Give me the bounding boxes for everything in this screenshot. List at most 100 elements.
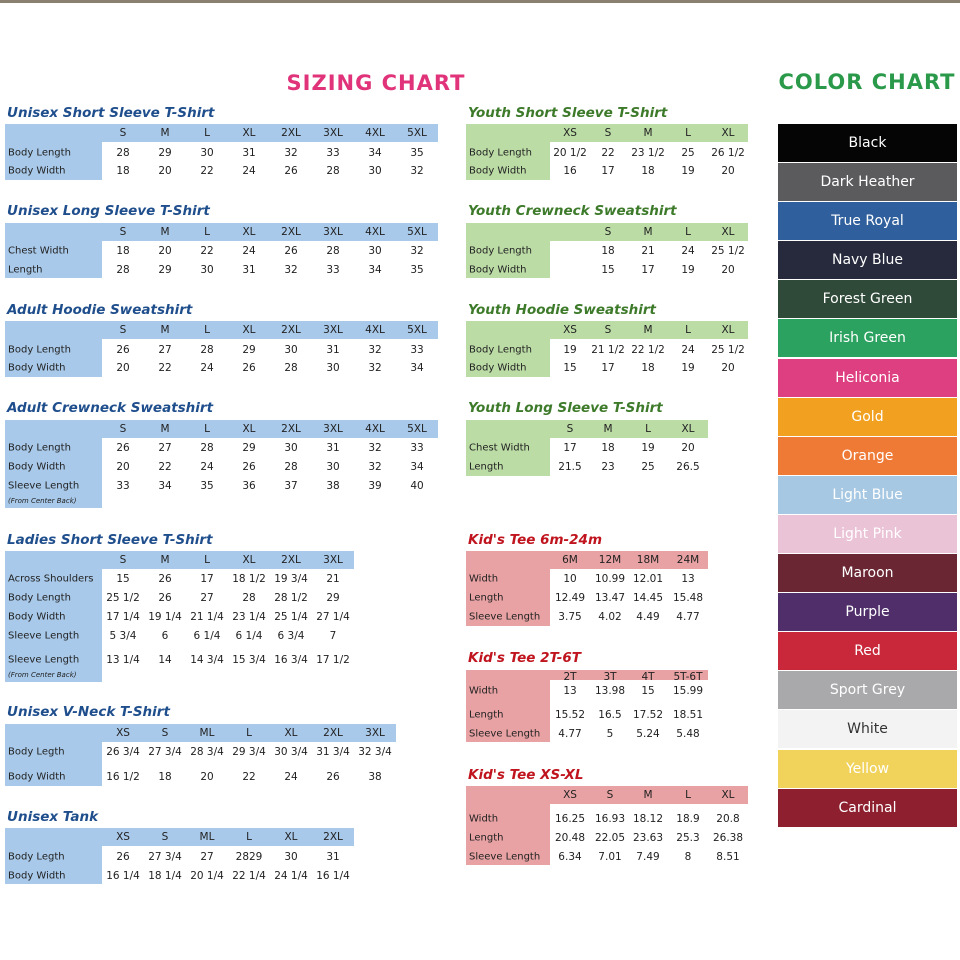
size-value: 27 1/4 <box>316 611 350 623</box>
size-header: L <box>645 423 651 435</box>
size-value: 17 1/4 <box>106 611 140 623</box>
size-header: XL <box>242 423 256 435</box>
size-value: 28 <box>242 592 256 604</box>
table-title: Ladies Short Sleeve T-Shirt <box>7 532 213 548</box>
size-value: 28 <box>326 165 340 177</box>
size-value: 4.77 <box>676 611 700 623</box>
size-value: 34 <box>410 461 424 473</box>
size-value: 21.5 <box>558 461 582 473</box>
size-value: 3.75 <box>558 611 582 623</box>
size-header: 2T <box>563 671 577 683</box>
size-value: 16 1/2 <box>106 771 140 783</box>
size-header: 4XL <box>365 226 385 238</box>
size-value: 18 <box>116 245 130 257</box>
size-value: 14 3/4 <box>190 654 224 666</box>
size-value: 26 <box>116 344 130 356</box>
size-value: 34 <box>158 480 172 492</box>
table-title: Kid's Tee XS-XL <box>468 767 584 783</box>
size-header: L <box>246 831 252 843</box>
size-value: 26 <box>116 851 130 863</box>
size-value: 26 <box>158 592 172 604</box>
size-header: XL <box>681 423 695 435</box>
size-value: 31 <box>242 264 256 276</box>
table-title: Kid's Tee 6m-24m <box>468 532 603 548</box>
size-header: 4T <box>641 671 655 683</box>
size-value: 26 <box>116 442 130 454</box>
size-header: S <box>119 554 127 566</box>
size-value: 23 1/4 <box>232 611 266 623</box>
size-value: 14.45 <box>632 592 664 604</box>
sizing-chart-title: SIZING CHART <box>286 71 466 95</box>
size-header: 5T-6T <box>673 671 703 683</box>
size-header: 3XL <box>365 727 385 739</box>
color-swatch: Black <box>778 124 957 162</box>
row-label: Sleeve Length <box>469 851 541 863</box>
size-value: 24 <box>284 771 298 783</box>
row-label: Width <box>469 573 499 585</box>
table-title: Kid's Tee 2T-6T <box>468 650 581 666</box>
size-value: 4.77 <box>558 728 582 740</box>
size-value: 10.99 <box>594 573 626 585</box>
row-label: Chest Width <box>469 442 530 454</box>
row-label: Sleeve Length <box>8 654 80 666</box>
row-label: Body Length <box>469 245 532 257</box>
size-header: S <box>119 127 127 139</box>
size-header: 18M <box>636 554 660 566</box>
size-value: 8.51 <box>716 851 740 863</box>
size-value: 21 <box>326 573 340 585</box>
size-value: 20 <box>721 264 735 276</box>
size-value: 21 1/4 <box>190 611 224 623</box>
size-header: S <box>119 324 127 336</box>
size-value: 24 <box>242 245 256 257</box>
size-value: 34 <box>368 264 382 276</box>
row-label: Body Width <box>8 611 66 623</box>
size-value: 33 <box>326 147 340 159</box>
size-value: 28 <box>200 344 214 356</box>
size-value: 28 1/2 <box>274 592 308 604</box>
size-value: 31 <box>326 851 340 863</box>
size-value: 33 <box>410 442 424 454</box>
size-header: L <box>204 127 210 139</box>
size-value: 26 1/2 <box>711 147 745 159</box>
size-header: 3XL <box>323 554 343 566</box>
table-label-column <box>5 124 102 180</box>
size-value: 12.01 <box>632 573 664 585</box>
table-title: Unisex Short Sleeve T-Shirt <box>7 105 215 121</box>
size-value: 39 <box>368 480 382 492</box>
table-label-column <box>466 321 550 377</box>
size-value: 30 <box>368 245 382 257</box>
size-value: 15.99 <box>672 685 704 697</box>
size-value: 6.34 <box>558 851 582 863</box>
size-header: XS <box>116 831 130 843</box>
size-header: S <box>119 226 127 238</box>
size-value: 22 <box>158 461 172 473</box>
size-header: S <box>604 226 612 238</box>
size-value: 27 <box>158 442 172 454</box>
size-value: 17 <box>200 573 214 585</box>
size-value: 32 <box>368 442 382 454</box>
size-value: 16 1/4 <box>316 870 350 882</box>
size-header: L <box>685 789 691 801</box>
table-label-column <box>466 124 550 180</box>
size-value: 22 <box>601 147 615 159</box>
size-header: 2XL <box>323 831 343 843</box>
size-header: 2XL <box>281 127 301 139</box>
size-value: 19 <box>563 344 577 356</box>
size-header: S <box>119 423 127 435</box>
row-label: Across Shoulders <box>8 573 94 585</box>
size-value: 40 <box>410 480 424 492</box>
size-value: 22 <box>158 362 172 374</box>
size-value: 31 <box>242 147 256 159</box>
size-value: 6 <box>161 630 169 642</box>
size-value: 32 <box>284 264 298 276</box>
table-label-column <box>466 670 550 742</box>
size-value: 6 1/4 <box>235 630 263 642</box>
size-header: L <box>685 127 691 139</box>
size-value: 29 <box>158 264 172 276</box>
size-value: 25.3 <box>676 832 700 844</box>
size-value: 17 <box>641 264 655 276</box>
size-header: S <box>604 324 612 336</box>
size-value: 18 <box>601 442 615 454</box>
size-value: 16.93 <box>594 813 626 825</box>
size-header: 4XL <box>365 423 385 435</box>
